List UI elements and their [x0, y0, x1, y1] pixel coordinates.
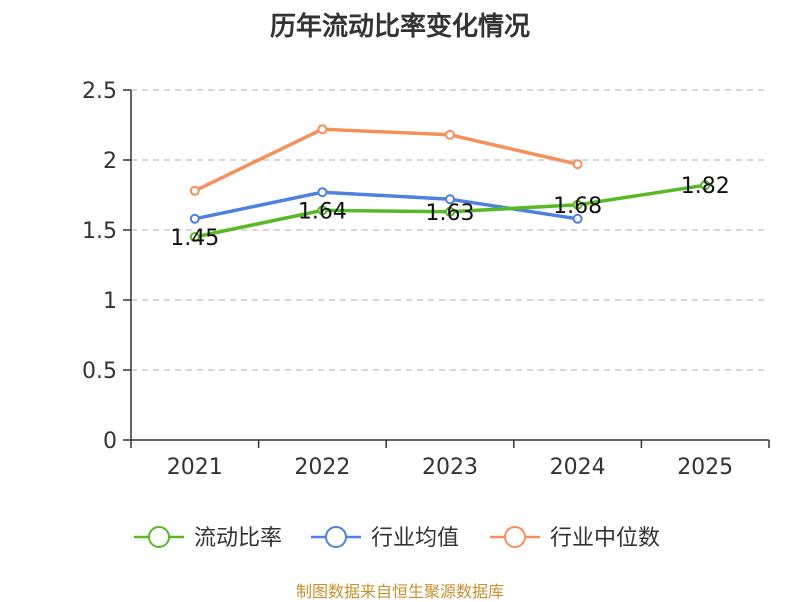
legend-label: 行业中位数 — [550, 526, 660, 551]
series-point-2 — [445, 129, 455, 140]
series-point-0 — [572, 199, 583, 210]
series-point-0 — [317, 205, 328, 216]
series-line-2 — [194, 127, 578, 193]
data-label: 1.64 — [298, 199, 347, 224]
series-point-2 — [317, 124, 328, 135]
series-point-1 — [445, 194, 455, 205]
x-tick-label: 2023 — [422, 455, 478, 480]
series-point-0 — [700, 180, 711, 191]
y-tick-label: 1.5 — [82, 219, 117, 244]
legend-marker — [504, 526, 526, 548]
source-note: 制图数据来自恒生聚源数据库 — [295, 582, 504, 601]
series-point-1 — [189, 213, 200, 224]
x-tick-label: 2024 — [550, 455, 606, 480]
data-label: 1.82 — [681, 174, 730, 199]
y-tick-label: 1 — [103, 289, 117, 314]
series-point-0 — [189, 232, 200, 242]
y-tick-label: 2 — [103, 149, 117, 174]
data-label: 1.45 — [170, 226, 219, 251]
chart-title: 历年流动比率变化情况 — [269, 12, 530, 42]
y-tick-label: 0.5 — [82, 359, 117, 384]
legend-label: 行业均值 — [371, 526, 459, 551]
data-label: 1.63 — [426, 201, 475, 226]
series-point-1 — [317, 187, 328, 198]
series-point-2 — [189, 185, 200, 196]
data-label: 1.68 — [553, 194, 602, 219]
legend-marker — [148, 526, 170, 548]
y-tick-label: 0 — [103, 429, 117, 454]
x-tick-label: 2022 — [294, 455, 350, 480]
y-tick-label: 2.5 — [82, 79, 117, 104]
legend-marker — [325, 526, 347, 548]
series-point-2 — [572, 159, 583, 170]
series-point-1 — [572, 213, 583, 224]
x-tick-label: 2021 — [167, 455, 223, 480]
x-tick-label: 2025 — [677, 455, 733, 480]
series-point-0 — [445, 206, 455, 217]
series-line-1 — [194, 190, 578, 221]
legend-label: 流动比率 — [194, 526, 282, 551]
